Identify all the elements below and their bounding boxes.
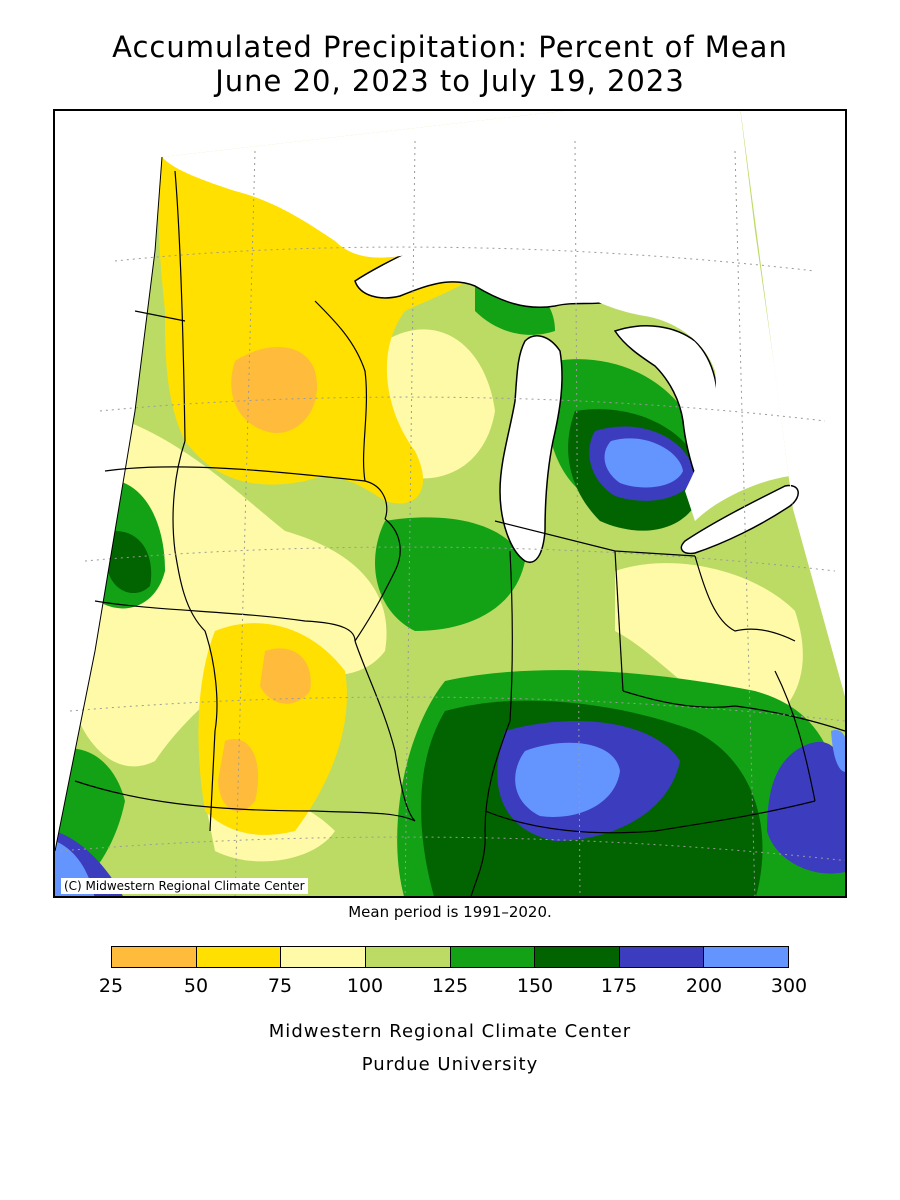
precip-zone-75-100 [615, 563, 803, 731]
legend-tick: 25 [98, 975, 124, 997]
precip-zone-25-50 [260, 648, 311, 704]
legend-swatch-100-125 [365, 947, 451, 967]
precip-zone-175-200 [767, 742, 845, 874]
legend-tick: 50 [183, 975, 209, 997]
mean-period-note: Mean period is 1991–2020. [348, 903, 552, 921]
footer-organization: Midwestern Regional Climate Center [268, 1021, 632, 1042]
state-boundaries [74, 170, 845, 896]
legend-tick: 150 [516, 975, 554, 997]
canada-landmass [162, 111, 793, 521]
copyright-label: (C) Midwestern Regional Climate Center [61, 878, 308, 894]
legend-swatch-50-75 [196, 947, 282, 967]
legend-tick: 300 [770, 975, 808, 997]
legend-tick: 175 [600, 975, 638, 997]
precip-zone-150-175 [107, 531, 152, 594]
lake-michigan [499, 335, 563, 563]
legend-tick: 125 [431, 975, 469, 997]
legend-swatch-200-300 [704, 947, 788, 967]
legend-tick-labels: 25 50 75 100 125 150 175 200 300 [0, 975, 900, 999]
precip-zone-75-100 [71, 411, 387, 767]
lake-erie [680, 484, 799, 555]
precip-zone-200-300 [831, 730, 845, 772]
legend-swatch-125-150 [450, 947, 536, 967]
precip-zone-200-300 [604, 438, 683, 488]
graticule [59, 140, 845, 896]
map-title: Accumulated Precipitation: Percent of Me… [112, 30, 788, 64]
legend-color-bar [111, 946, 789, 968]
legend-swatch-25-50 [112, 947, 197, 967]
map-domain-outline [55, 156, 163, 852]
precipitation-map: (C) Midwestern Regional Climate Center [53, 109, 847, 898]
precip-zone-200-300 [515, 742, 620, 817]
precip-zone-125-150 [375, 517, 525, 631]
legend-swatch-75-100 [281, 947, 366, 967]
legend-tick: 200 [685, 975, 723, 997]
legend-swatch-175-200 [619, 947, 705, 967]
footer-university: Purdue University [361, 1054, 539, 1075]
legend-tick: 100 [346, 975, 384, 997]
legend-swatch-150-175 [535, 947, 620, 967]
map-date-range: June 20, 2023 to July 19, 2023 [215, 64, 685, 98]
legend-tick: 75 [267, 975, 293, 997]
precip-zone-25-50 [231, 347, 317, 433]
